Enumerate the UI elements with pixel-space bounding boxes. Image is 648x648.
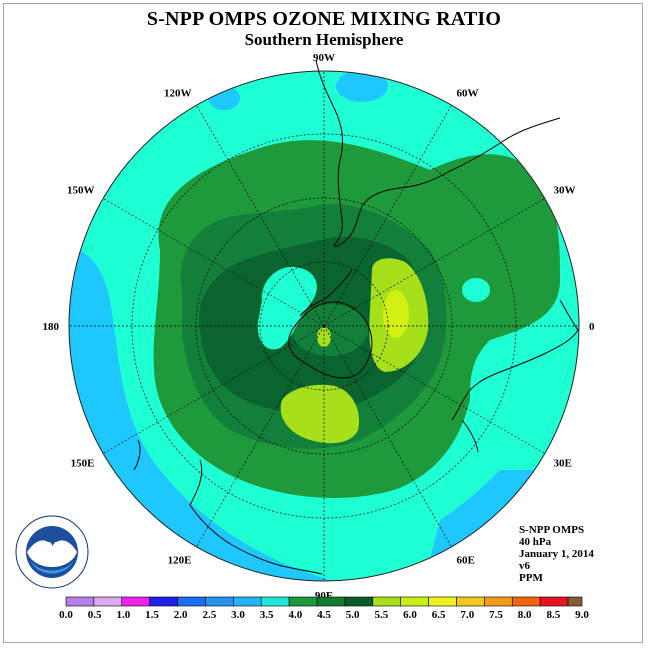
longitude-label: 60E [457,554,475,566]
longitude-label: 0 [589,321,595,333]
meridian-line [323,325,452,548]
longitude-label: 30E [553,458,571,470]
field-level-3-5-hole-east [462,278,490,302]
field-level-5-5-center [317,327,331,347]
meridian-line [102,198,325,327]
colorbar-tick-label: 4.5 [317,609,331,621]
colorbar-swatch [121,596,150,607]
coast-antarctica [288,301,373,379]
longitude-label: 150E [71,458,95,470]
colorbar-swatch [484,596,513,607]
coast-antarctic-peninsula [299,269,353,317]
colorbar-tick-label: 0.0 [59,609,73,621]
longitude-label: 120W [164,88,192,100]
colorbar-tick-label: 6.0 [403,609,417,621]
meridian-line [323,104,452,327]
field-level-5-5-south [280,384,360,444]
ozone-field [69,71,579,581]
info-date: January 1, 2014 [519,548,594,560]
meridian-line [102,325,325,454]
longitude-label: 30W [553,185,575,197]
info-panel: S-NPP OMPS 40 hPa January 1, 2014 v6 PPM [519,524,594,584]
coast-south-america [315,59,561,247]
coast-africa [451,299,579,421]
info-instrument: S-NPP OMPS [519,524,585,536]
logo-text: NOAA [37,541,66,552]
colorbar-swatch [344,596,374,607]
colorbar-tick-label: 8.5 [546,609,560,621]
coast-madagascar [461,419,479,453]
logo-bird-icon [27,540,77,567]
field-level-4-5-inner [292,304,368,356]
colorbar-swatch [372,596,402,607]
meridian-line [323,198,546,327]
colorbar-tick-label: 5.0 [346,609,360,621]
colorbar-swatch [288,596,318,607]
noaa-logo: NOAA [15,515,89,589]
colorbar-swatch [205,596,234,607]
colorbar: 0.0 0.5 1.0 1.5 2.0 2.5 3.0 3.5 4.0 4.5 5.0 5.5 6.0 6… [59,596,589,621]
graticule [69,71,579,581]
colorbar-tick-label: 7.0 [460,609,474,621]
map-title: S-NPP OMPS OZONE MIXING RATIO [146,8,502,30]
meridian-line [323,325,546,454]
colorbar-swatch [539,596,569,607]
colorbar-swatch [93,596,123,607]
info-version: v6 [519,560,530,572]
colorbar-swatch [65,596,95,607]
map-subtitle: Southern Hemisphere [244,30,404,49]
colorbar-swatch [456,596,485,607]
longitude-label: 120E [168,554,192,566]
info-level: 40 hPa [519,536,552,548]
colorbar-swatch [428,596,457,607]
colorbar-swatch [400,596,429,607]
colorbar-tick-label: 2.0 [174,609,188,621]
longitude-label: 90W [313,52,335,64]
colorbar-swatch [177,596,206,607]
colorbar-tick-label: 7.5 [489,609,503,621]
figure-frame [3,3,643,643]
longitude-label: 150W [67,185,95,197]
colorbar-tick-label: 3.5 [260,609,274,621]
meridians [69,71,579,581]
field-level-3-northwest [208,86,240,110]
colorbar-swatch [511,596,541,607]
colorbar-tick-label: 1.0 [116,609,130,621]
info-units: PPM [519,572,543,584]
colorbar-tick-label: 3.0 [231,609,245,621]
colorbar-tick-label: 9.0 [575,609,589,621]
field-level-3-north [336,71,388,102]
colorbar-tick-label: 6.5 [432,609,446,621]
colorbar-swatch [233,596,262,607]
coastlines [133,59,579,575]
colorbar-swatch [316,596,346,607]
meridian-line [196,325,325,548]
colorbar-tick-label: 2.5 [202,609,216,621]
longitude-label: 180 [43,321,60,333]
colorbar-swatch [260,596,290,607]
map-boundary [68,70,580,582]
meridian-line [196,104,325,327]
colorbar-swatch [567,596,583,607]
colorbar-tick-label: 5.5 [374,609,388,621]
coast-australia [189,459,323,575]
colorbar-tick-label: 0.5 [88,609,102,621]
colorbar-tick-label: 4.0 [288,609,302,621]
colorbar-tick-label: 1.5 [145,609,159,621]
logo-wave-icon [30,560,74,574]
coast-new-zealand [133,439,141,471]
colorbar-tick-label: 8.0 [518,609,532,621]
colorbar-swatch [149,596,178,607]
longitude-label: 60W [457,88,479,100]
